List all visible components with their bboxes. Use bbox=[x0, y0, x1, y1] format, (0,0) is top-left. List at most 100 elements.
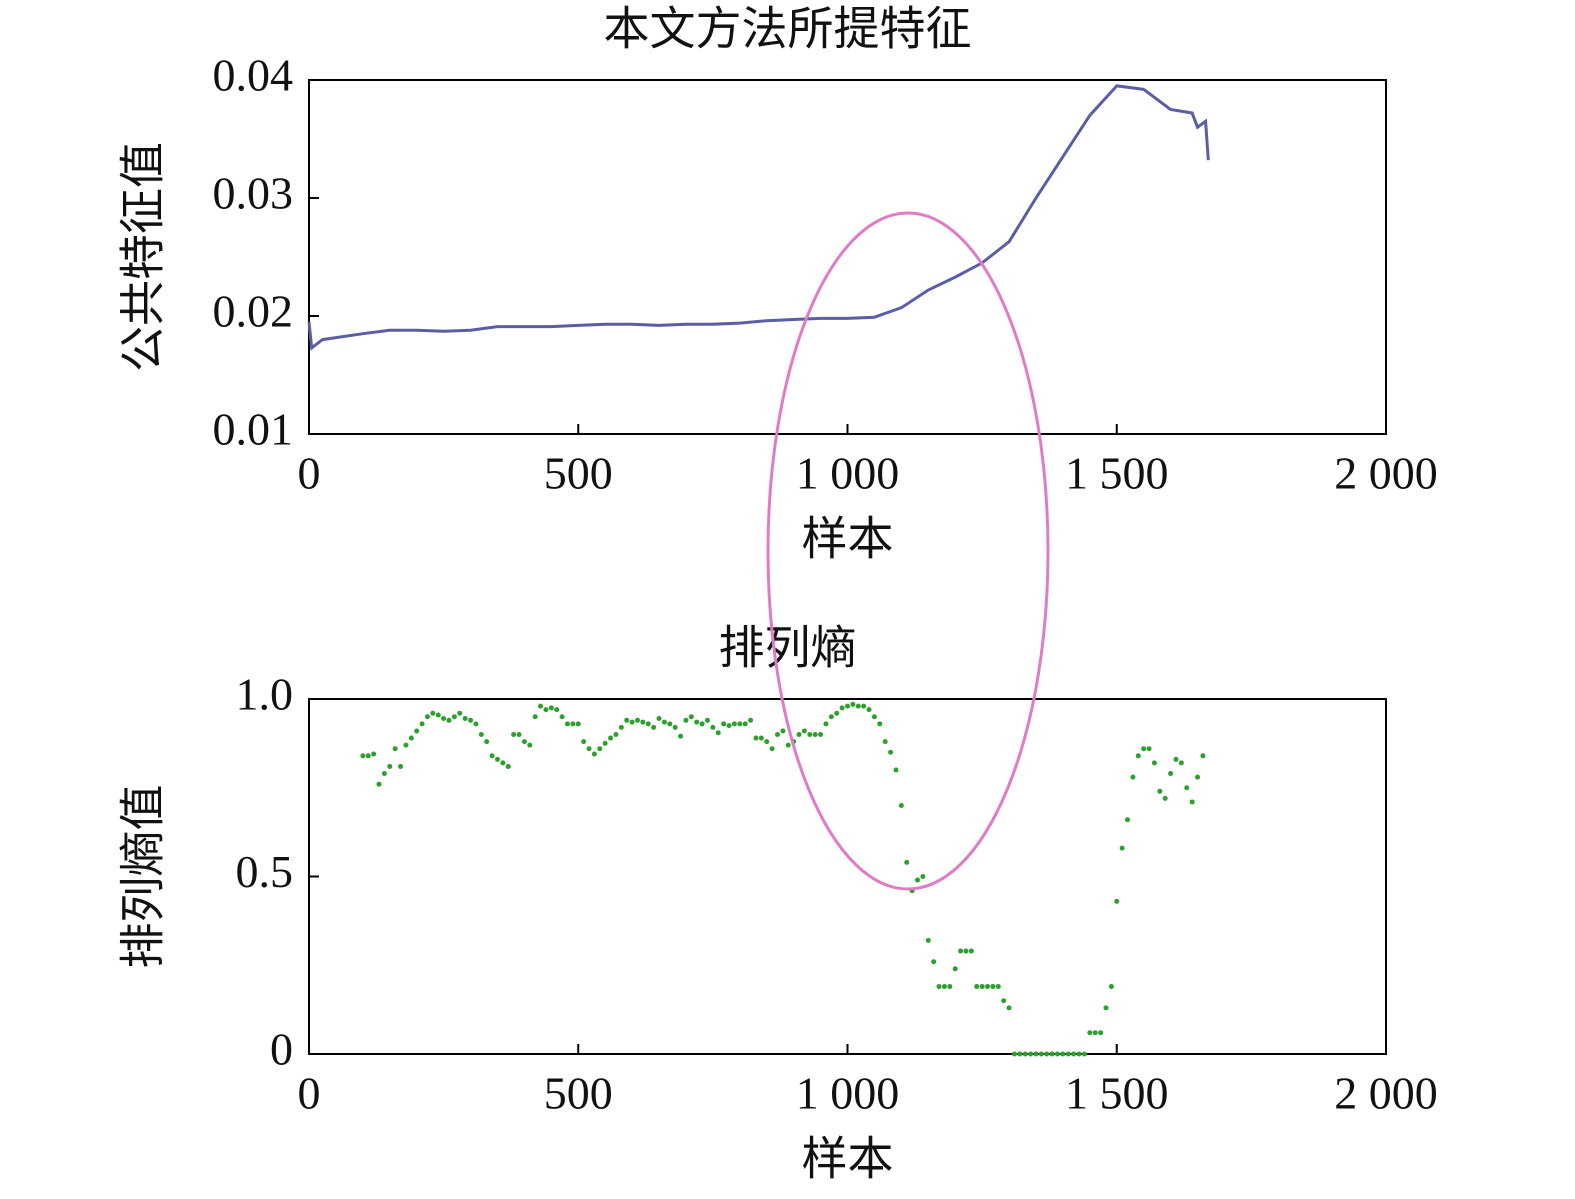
x-tick-label: 0 bbox=[298, 448, 321, 499]
data-point bbox=[699, 721, 705, 727]
data-point bbox=[1125, 817, 1131, 823]
data-point bbox=[974, 984, 980, 990]
data-point bbox=[828, 714, 834, 720]
data-point bbox=[1011, 1051, 1017, 1057]
data-point bbox=[737, 721, 743, 727]
data-point bbox=[1141, 746, 1147, 752]
chart-title: 排列熵 bbox=[719, 623, 857, 674]
data-point bbox=[1195, 774, 1201, 780]
data-point bbox=[818, 732, 824, 737]
data-point bbox=[780, 728, 786, 734]
data-point bbox=[683, 717, 689, 723]
data-point bbox=[769, 746, 775, 752]
data-point bbox=[360, 753, 366, 759]
data-point bbox=[554, 707, 560, 713]
data-point bbox=[457, 710, 463, 716]
highlight-ellipse bbox=[766, 211, 1050, 891]
data-point bbox=[925, 937, 931, 943]
data-point bbox=[1146, 746, 1152, 752]
data-point bbox=[672, 724, 678, 730]
data-point bbox=[1173, 756, 1179, 762]
data-point bbox=[915, 877, 921, 883]
chart-title: 本文方法所提特征 bbox=[604, 4, 972, 55]
data-point bbox=[882, 739, 888, 745]
data-point bbox=[527, 742, 533, 748]
data-point bbox=[1184, 785, 1190, 791]
data-point bbox=[963, 948, 969, 954]
data-point bbox=[812, 732, 818, 737]
data-point bbox=[941, 984, 947, 990]
data-point bbox=[661, 719, 667, 725]
data-point bbox=[801, 728, 807, 734]
data-point bbox=[478, 732, 484, 737]
data-point bbox=[931, 959, 937, 965]
data-point bbox=[1200, 753, 1206, 759]
data-line bbox=[307, 84, 1210, 351]
data-point bbox=[834, 710, 840, 716]
data-point bbox=[543, 707, 549, 713]
data-point bbox=[430, 710, 436, 716]
x-tick-label: 1 500 bbox=[1065, 448, 1169, 499]
data-point bbox=[1071, 1051, 1077, 1057]
plot-frame bbox=[308, 79, 1387, 435]
data-point bbox=[494, 756, 500, 762]
data-point bbox=[1157, 788, 1163, 794]
data-point bbox=[688, 714, 694, 720]
data-point bbox=[774, 732, 780, 737]
data-point bbox=[710, 724, 716, 730]
y-axis-label: 公共特征值 bbox=[118, 142, 169, 372]
data-point bbox=[715, 730, 721, 736]
data-point bbox=[985, 984, 991, 990]
data-point bbox=[704, 717, 710, 723]
x-axis-label: 样本 bbox=[802, 514, 894, 565]
data-point bbox=[1055, 1051, 1061, 1057]
x-tick-label: 2 000 bbox=[1334, 1068, 1438, 1119]
data-point bbox=[371, 751, 377, 757]
data-point bbox=[694, 719, 700, 725]
data-point bbox=[1022, 1051, 1028, 1057]
data-point bbox=[904, 859, 910, 865]
data-point bbox=[866, 707, 872, 713]
data-point bbox=[597, 746, 603, 752]
data-point bbox=[1098, 1030, 1104, 1036]
data-point bbox=[990, 984, 996, 990]
data-point bbox=[532, 714, 538, 720]
data-point bbox=[656, 716, 662, 722]
data-point bbox=[570, 721, 576, 727]
data-point bbox=[1087, 1030, 1093, 1036]
data-point bbox=[871, 714, 877, 720]
x-tick-label: 2 000 bbox=[1334, 448, 1438, 499]
data-point bbox=[855, 703, 861, 709]
data-point bbox=[920, 874, 926, 879]
data-point bbox=[1092, 1030, 1098, 1036]
data-point bbox=[462, 716, 468, 722]
x-tick-label: 500 bbox=[544, 1068, 613, 1119]
data-point bbox=[726, 723, 732, 729]
data-point bbox=[1001, 998, 1007, 1004]
data-point bbox=[1065, 1051, 1071, 1057]
data-point bbox=[613, 732, 619, 737]
data-point bbox=[888, 749, 894, 755]
data-point bbox=[538, 703, 544, 709]
data-point bbox=[1119, 845, 1125, 851]
data-point bbox=[1076, 1051, 1082, 1057]
data-point bbox=[877, 721, 883, 727]
x-axis-label: 样本 bbox=[802, 1134, 894, 1185]
data-point bbox=[505, 763, 511, 769]
y-axis-label: 排列熵值 bbox=[118, 785, 169, 969]
data-point bbox=[500, 760, 506, 766]
data-point bbox=[435, 712, 441, 718]
data-point bbox=[581, 739, 587, 745]
data-point bbox=[1114, 898, 1120, 904]
data-point bbox=[1033, 1051, 1039, 1057]
data-point bbox=[1108, 984, 1114, 990]
data-point bbox=[473, 721, 479, 727]
data-point bbox=[640, 719, 646, 725]
data-point bbox=[667, 721, 673, 727]
data-point bbox=[807, 732, 813, 737]
data-point bbox=[823, 721, 829, 727]
data-point bbox=[764, 739, 770, 745]
data-point bbox=[721, 721, 727, 727]
data-point bbox=[381, 771, 387, 777]
